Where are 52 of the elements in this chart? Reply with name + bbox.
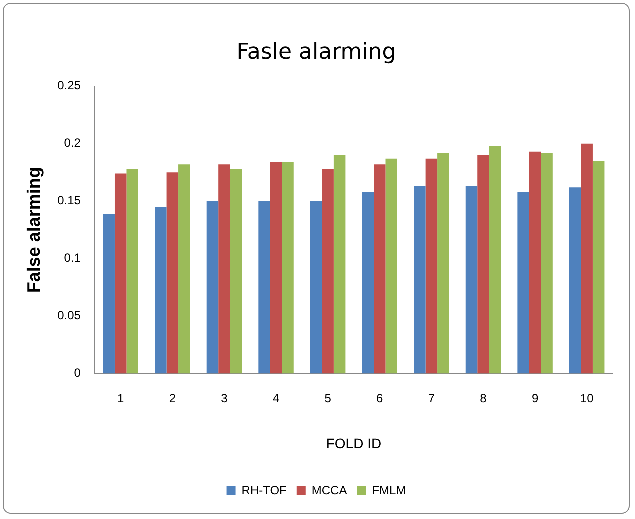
x-tick-label: 8 (480, 391, 488, 406)
bar (362, 192, 374, 374)
x-tick-label: 6 (376, 391, 384, 406)
x-tick-label: 10 (580, 391, 594, 406)
bar (414, 186, 426, 374)
bar (426, 158, 438, 374)
y-tick-label: 0.2 (64, 136, 82, 150)
bar (581, 144, 593, 374)
y-axis-title: False alarming (24, 167, 44, 294)
bar (282, 162, 294, 374)
bar (541, 153, 553, 374)
bar (114, 174, 127, 374)
bar (569, 188, 582, 374)
x-tick-label: 7 (428, 391, 436, 406)
bar (592, 161, 605, 374)
x-tick-label: 5 (324, 391, 332, 406)
bar (230, 169, 242, 374)
bar (489, 146, 502, 374)
bar (478, 155, 490, 374)
y-tick-label: 0.25 (58, 78, 82, 93)
bar (103, 214, 115, 374)
x-axis-title: FOLD ID (326, 435, 382, 452)
bar (218, 164, 230, 374)
x-tick-label: 1 (118, 391, 125, 406)
bar (529, 152, 542, 374)
y-tick-label: 0 (74, 366, 82, 380)
x-tick-label: 9 (532, 391, 539, 406)
chart-title: Fasle alarming (236, 40, 396, 65)
x-tick-label: 2 (169, 391, 176, 406)
y-tick-label: 0.05 (58, 308, 82, 323)
bar (206, 201, 219, 374)
bar (438, 153, 450, 374)
y-tick-label: 0.15 (58, 194, 82, 208)
bar (178, 164, 190, 374)
bar (374, 164, 386, 374)
bar (466, 186, 478, 374)
bar (166, 172, 179, 374)
bar (126, 169, 138, 374)
bar (155, 207, 167, 374)
bar (386, 158, 398, 374)
bar (258, 201, 270, 374)
bar (518, 192, 530, 374)
bar (334, 155, 346, 374)
bar (310, 201, 322, 374)
legend-label: MCCA (312, 483, 348, 498)
legend-label: RH-TOF (242, 483, 287, 498)
bar (270, 162, 282, 374)
x-tick-label: 4 (272, 391, 280, 406)
y-tick-label: 0.1 (64, 251, 82, 266)
legend-label: FMLM (372, 483, 406, 498)
bar (322, 169, 334, 374)
x-tick-label: 3 (221, 391, 228, 406)
